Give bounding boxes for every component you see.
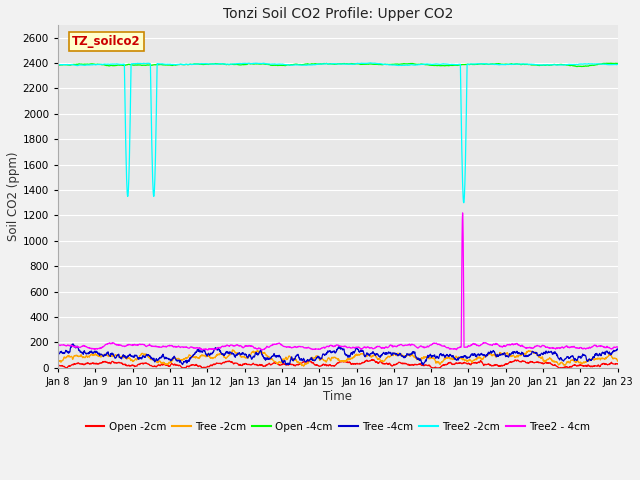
Text: TZ_soilco2: TZ_soilco2 <box>72 35 141 48</box>
Legend: Open -2cm, Tree -2cm, Open -4cm, Tree -4cm, Tree2 -2cm, Tree2 - 4cm: Open -2cm, Tree -2cm, Open -4cm, Tree -4… <box>81 418 595 436</box>
Y-axis label: Soil CO2 (ppm): Soil CO2 (ppm) <box>7 152 20 241</box>
Title: Tonzi Soil CO2 Profile: Upper CO2: Tonzi Soil CO2 Profile: Upper CO2 <box>223 7 453 21</box>
X-axis label: Time: Time <box>323 390 353 403</box>
